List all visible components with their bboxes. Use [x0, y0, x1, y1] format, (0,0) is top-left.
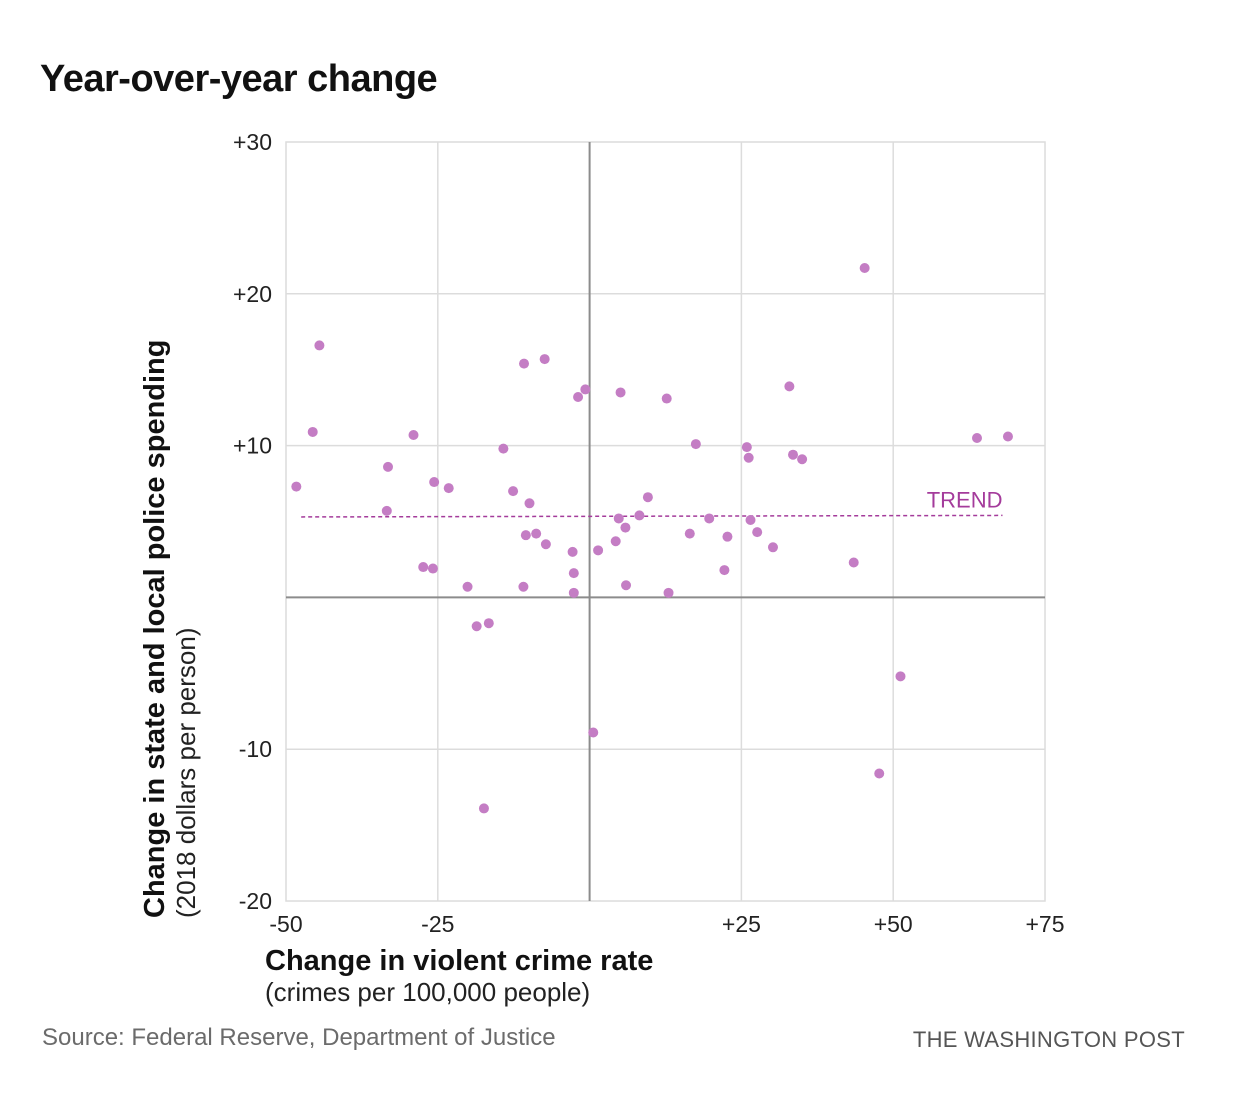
data-point [381, 505, 392, 516]
x-tick-label: -25 [421, 911, 454, 937]
data-points [291, 262, 1013, 814]
y-tick-labels: -20 -10 +10 +20 +30 [233, 129, 272, 914]
data-point [429, 477, 440, 488]
data-point [314, 340, 325, 351]
data-point [743, 452, 754, 463]
data-point [1002, 431, 1013, 442]
data-point [568, 568, 579, 579]
y-tick-label: +30 [233, 129, 272, 155]
x-axis-title: Change in violent crime rate [265, 945, 653, 977]
data-point [634, 510, 645, 521]
x-tick-label: +50 [874, 911, 913, 937]
data-point [722, 531, 733, 542]
y-axis-subtitle: (2018 dollars per person) [171, 628, 201, 919]
data-point [610, 536, 621, 547]
data-point [621, 580, 632, 591]
plot-frame [285, 141, 1046, 902]
data-point [531, 528, 542, 539]
data-point [483, 618, 494, 629]
data-point [684, 528, 695, 539]
data-point [797, 454, 808, 465]
data-point [848, 557, 859, 568]
data-point [518, 581, 529, 592]
data-point [568, 587, 579, 598]
x-tick-label: +75 [1025, 911, 1064, 937]
data-point [524, 498, 535, 509]
data-point [443, 483, 454, 494]
data-point [613, 513, 624, 524]
data-point [642, 492, 653, 503]
data-point [540, 539, 551, 550]
trend-line [301, 514, 1003, 518]
x-axis-subtitle: (crimes per 100,000 people) [265, 977, 590, 1007]
zero-axes [286, 142, 1045, 901]
data-point [427, 563, 438, 574]
data-point [620, 522, 631, 533]
data-point [661, 393, 672, 404]
data-point [895, 671, 906, 682]
x-tick-label: +25 [722, 911, 761, 937]
data-point [498, 443, 509, 454]
source-note: Source: Federal Reserve, Department of J… [42, 1024, 556, 1051]
data-point [719, 565, 730, 576]
x-tick-labels: -50 -25 +25 +50 +75 [269, 911, 1064, 937]
data-point [745, 514, 756, 525]
gridlines [286, 142, 1045, 901]
data-point [690, 439, 701, 450]
data-point [573, 392, 584, 403]
data-point [462, 581, 473, 592]
trend-layer: TREND [301, 487, 1003, 518]
data-point [593, 545, 604, 556]
data-point [539, 354, 550, 365]
data-point [704, 513, 715, 524]
data-point [859, 262, 870, 273]
y-tick-label: -10 [239, 736, 272, 762]
data-point [471, 621, 482, 632]
y-tick-label: +10 [233, 433, 272, 459]
data-point [291, 481, 302, 492]
publisher-credit: THE WASHINGTON POST [912, 1027, 1185, 1052]
data-point [971, 433, 982, 444]
data-point [788, 449, 799, 460]
data-point [752, 527, 763, 538]
data-point [567, 546, 578, 557]
data-point [418, 562, 429, 573]
data-point [874, 768, 885, 779]
data-point [663, 587, 674, 598]
data-point [519, 358, 530, 369]
chart-title: Year-over-year change [40, 58, 438, 100]
data-point [307, 426, 318, 437]
y-tick-label: -20 [239, 888, 272, 914]
data-point [408, 429, 419, 440]
data-point [741, 442, 752, 453]
data-point [615, 387, 626, 398]
data-point [767, 542, 778, 553]
data-point [520, 530, 531, 541]
y-axis-title: Change in state and local police spendin… [139, 340, 171, 919]
data-point [580, 384, 591, 395]
y-tick-label: +20 [233, 281, 272, 307]
x-tick-label: -50 [269, 911, 302, 937]
data-point [508, 486, 519, 497]
data-point [478, 803, 489, 814]
trend-label: TREND [927, 487, 1003, 512]
data-point [383, 461, 394, 472]
data-point [588, 727, 599, 738]
data-point [784, 381, 795, 392]
